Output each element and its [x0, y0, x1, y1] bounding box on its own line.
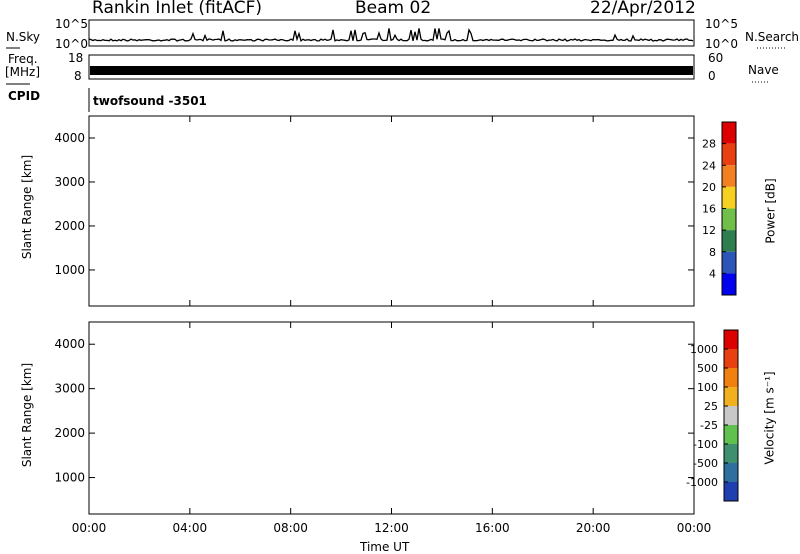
nave-tick-bottom: 0: [708, 69, 716, 83]
nsky-label: N.Sky: [6, 30, 41, 44]
freq-unit: [MHz]: [5, 65, 41, 79]
nsearch-label: N.Search: [745, 30, 800, 44]
nave-tick-top: 60: [708, 51, 724, 65]
noise-tick-bottom-left: 10^0: [55, 37, 88, 51]
freq-tick-top: 18: [68, 51, 84, 65]
cpid-value: twofsound -3501: [93, 94, 207, 108]
date-title: 22/Apr/2012: [590, 0, 696, 18]
noise-tick-top-left: 10^5: [55, 17, 88, 31]
noise-tick-top-right: 10^5: [705, 17, 738, 31]
station-title: Rankin Inlet (fitACF): [92, 0, 263, 18]
freq-tick-bottom: 8: [74, 69, 82, 83]
freq-label: Freq.: [8, 52, 38, 66]
beam-title: Beam 02: [355, 0, 432, 18]
nave-label: Nave: [748, 63, 779, 77]
cpid-label: CPID: [8, 89, 41, 103]
noise-tick-bottom-right: 10^0: [705, 37, 738, 51]
noise-panel: [88, 19, 695, 47]
x-axis-label: Time UT: [360, 540, 410, 554]
